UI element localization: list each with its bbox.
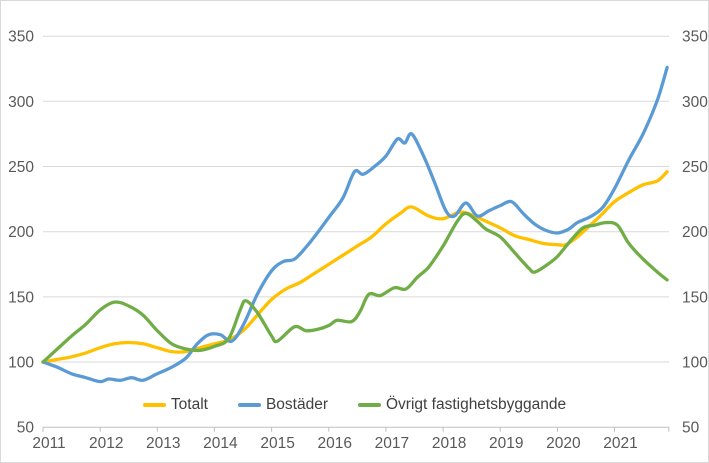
legend-label: Bostäder [265, 396, 328, 413]
legend-line-swatch [142, 403, 166, 407]
y-axis-label-right: 200 [682, 224, 708, 241]
x-axis-label: 2021 [603, 435, 637, 452]
y-axis-label-right: 350 [682, 29, 708, 46]
series-line-bost-der [41, 65, 669, 384]
y-axis-label-right: 150 [682, 289, 708, 306]
legend-line-swatch [237, 403, 261, 407]
series-line--vrigt-fastighetsbyggande [41, 211, 669, 364]
legend-label: Totalt [170, 396, 208, 413]
legend-line-swatch [358, 403, 381, 407]
x-axis-label: 2019 [489, 435, 523, 452]
x-axis-label: 2018 [432, 435, 466, 452]
y-axis-label-right: 300 [682, 94, 708, 111]
y-axis-label-right: 250 [682, 159, 708, 176]
x-axis-label: 2012 [89, 435, 123, 452]
y-axis-label-right: 50 [682, 420, 700, 437]
y-axis-label-left: 50 [17, 420, 35, 437]
legend-item-bost-der: Bostäder [237, 396, 328, 414]
y-axis-label-left: 150 [8, 289, 34, 306]
series-line-totalt [41, 170, 669, 364]
x-axis-label: 2015 [260, 435, 294, 452]
x-axis-label: 2014 [203, 435, 238, 452]
x-axis-label: 2013 [146, 435, 180, 452]
y-axis-label-right: 100 [682, 355, 708, 372]
y-axis-label-left: 100 [8, 355, 34, 372]
y-axis-label-left: 200 [8, 224, 34, 241]
legend-item-totalt: Totalt [142, 396, 208, 414]
y-axis-label-left: 350 [8, 29, 34, 46]
x-axis-label: 2020 [546, 435, 581, 452]
y-axis-label-left: 300 [8, 94, 34, 111]
chart-legend: Totalt Bostäder Övrigt fastighetsbyggande [1, 393, 708, 417]
x-axis-label: 2017 [375, 435, 409, 452]
x-axis-label: 2016 [318, 435, 352, 452]
legend-item--vrigt-fastighetsbyggande: Övrigt fastighetsbyggande [358, 396, 566, 414]
x-axis-label: 2011 [32, 435, 65, 452]
y-axis-label-left: 250 [8, 159, 34, 176]
legend-label: Övrigt fastighetsbyggande [386, 396, 567, 413]
